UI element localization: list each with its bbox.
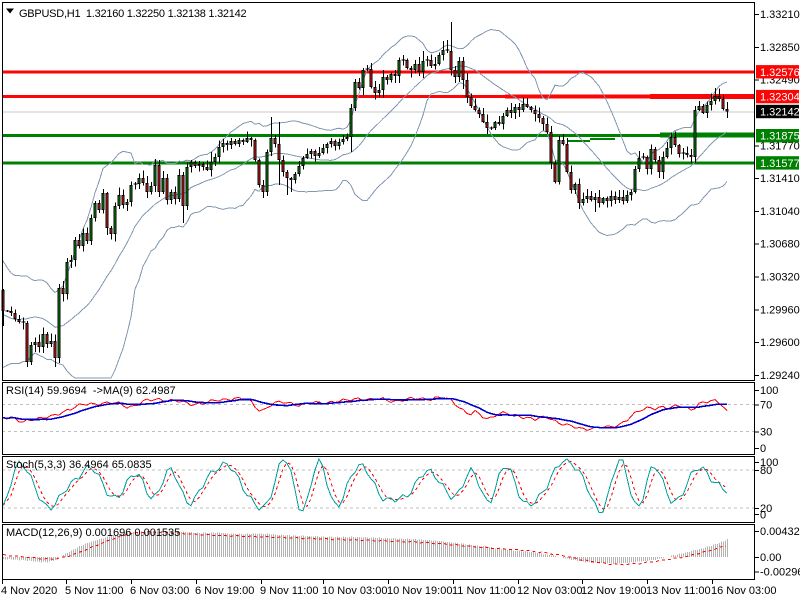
svg-text:1.32142: 1.32142	[760, 107, 800, 119]
svg-text:30: 30	[760, 427, 772, 439]
svg-text:70: 70	[760, 400, 772, 412]
svg-text:0.00: 0.00	[760, 552, 781, 564]
svg-text:1.30320: 1.30320	[760, 272, 800, 284]
svg-text:1.32304: 1.32304	[760, 92, 800, 104]
svg-text:13 Nov 11:00: 13 Nov 11:00	[646, 585, 711, 597]
svg-text:1.31577: 1.31577	[760, 158, 800, 170]
svg-text:-0.002966: -0.002966	[760, 567, 800, 579]
svg-text:80: 80	[760, 465, 772, 477]
svg-text:5 Nov 11:00: 5 Nov 11:00	[65, 585, 124, 597]
svg-text:0.004323: 0.004323	[760, 526, 800, 538]
svg-text:1.32576: 1.32576	[760, 67, 800, 79]
svg-text:100: 100	[760, 457, 778, 469]
svg-text:9 Nov 11:00: 9 Nov 11:00	[260, 585, 319, 597]
svg-text:0: 0	[760, 443, 766, 455]
svg-text:10 Nov 19:00: 10 Nov 19:00	[387, 585, 452, 597]
svg-text:1.33210: 1.33210	[760, 9, 800, 21]
svg-text:4 Nov 2020: 4 Nov 2020	[1, 585, 57, 597]
svg-text:1.31040: 1.31040	[760, 206, 800, 218]
svg-text:6 Nov 19:00: 6 Nov 19:00	[195, 585, 254, 597]
svg-text:16 Nov 03:00: 16 Nov 03:00	[711, 585, 776, 597]
svg-text:MACD(12,26,9) 0.001696 0.00153: MACD(12,26,9) 0.001696 0.001535	[6, 527, 180, 539]
svg-text:100: 100	[760, 385, 778, 397]
svg-text:1.32850: 1.32850	[760, 42, 800, 54]
svg-text:20: 20	[760, 503, 772, 515]
svg-text:6 Nov 03:00: 6 Nov 03:00	[130, 585, 189, 597]
svg-text:11 Nov 11:00: 11 Nov 11:00	[452, 585, 516, 597]
svg-text:RSI(14) 59.9694 ->MA(9) 62.49: RSI(14) 59.9694 ->MA(9) 62.4987	[6, 385, 176, 397]
svg-text:1.29240: 1.29240	[760, 370, 800, 382]
svg-text:1.29600: 1.29600	[760, 337, 800, 349]
svg-text:10 Nov 03:00: 10 Nov 03:00	[322, 585, 387, 597]
svg-text:1.31770: 1.31770	[760, 140, 800, 152]
svg-text:GBPUSD,H1 1.32160 1.32250 1.3: GBPUSD,H1 1.32160 1.32250 1.32138 1.3214…	[19, 8, 247, 20]
svg-text:1.30680: 1.30680	[760, 239, 800, 251]
svg-text:1.31410: 1.31410	[760, 173, 800, 185]
svg-text:Stoch(5,3,3) 36.4964 65.0835: Stoch(5,3,3) 36.4964 65.0835	[6, 459, 152, 471]
svg-text:0: 0	[760, 510, 766, 522]
svg-text:12 Nov 03:00: 12 Nov 03:00	[517, 585, 582, 597]
svg-text:1.29960: 1.29960	[760, 304, 800, 316]
svg-text:12 Nov 19:00: 12 Nov 19:00	[581, 585, 646, 597]
svg-text:1.31875: 1.31875	[760, 131, 800, 143]
